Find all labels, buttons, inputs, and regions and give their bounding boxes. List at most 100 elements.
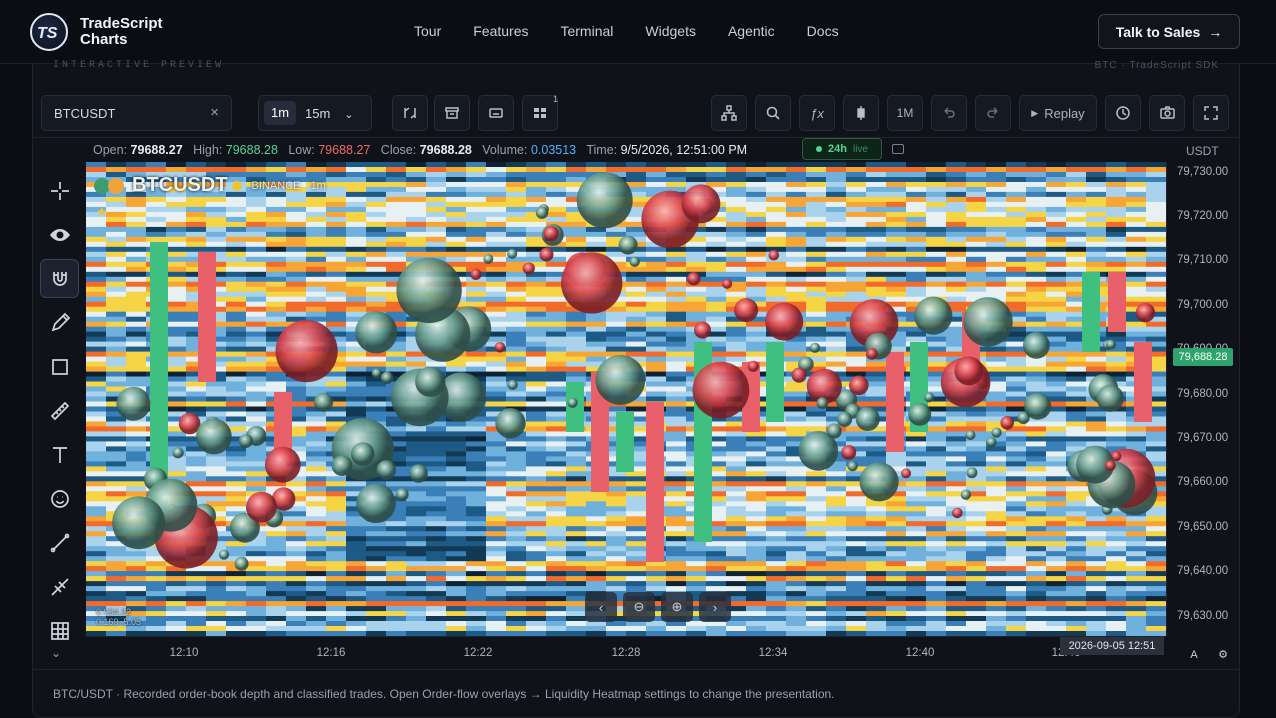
candle-type-button[interactable] bbox=[843, 95, 879, 131]
indicators-button[interactable] bbox=[522, 95, 558, 131]
live-badge[interactable]: 24h live bbox=[802, 138, 882, 160]
heatmap-cell bbox=[986, 531, 1007, 537]
pencil-tool[interactable] bbox=[40, 303, 79, 342]
heatmap-cell bbox=[386, 576, 407, 582]
trendline-tool[interactable] bbox=[40, 523, 79, 562]
undo-button[interactable] bbox=[931, 95, 967, 131]
heatmap-cell bbox=[586, 336, 607, 342]
heatmap-cell bbox=[886, 291, 907, 298]
timeframe-select[interactable]: 15m ⌄ bbox=[305, 106, 354, 121]
tradescript-logo-icon[interactable]: TS bbox=[30, 13, 68, 51]
keyboard-small-icon[interactable] bbox=[892, 144, 904, 154]
nav-link-widgets[interactable]: Widgets bbox=[645, 23, 696, 39]
heatmap-cell bbox=[386, 521, 407, 527]
heatmap-cell bbox=[786, 506, 807, 512]
interval-button[interactable]: 1M bbox=[887, 95, 923, 131]
nav-link-terminal[interactable]: Terminal bbox=[560, 23, 614, 39]
heatmap-cell bbox=[746, 511, 767, 517]
heatmap-cell bbox=[546, 556, 567, 562]
nav-link-agentic[interactable]: Agentic bbox=[727, 23, 775, 39]
heatmap-cell bbox=[746, 216, 767, 223]
nav-link-features[interactable]: Features bbox=[473, 23, 529, 39]
heatmap-cell bbox=[246, 371, 267, 377]
heatmap-cell bbox=[126, 426, 147, 432]
heatmap-cell bbox=[1006, 576, 1027, 582]
keyboard-button[interactable] bbox=[478, 95, 514, 131]
function-button[interactable]: ƒx bbox=[799, 95, 835, 131]
rectangle-tool[interactable] bbox=[40, 347, 79, 386]
heatmap-cell bbox=[646, 346, 667, 352]
visibility-tool[interactable] bbox=[40, 215, 79, 254]
nav-link-tour[interactable]: Tour bbox=[414, 23, 442, 39]
heatmap-cell bbox=[866, 611, 887, 617]
heatmap-cell bbox=[386, 626, 407, 632]
heatmap-cell bbox=[726, 626, 747, 632]
heatmap-cell bbox=[1046, 546, 1067, 552]
heatmap-cell bbox=[466, 256, 487, 263]
heatmap-cell bbox=[1026, 296, 1047, 303]
heatmap-cell bbox=[706, 561, 727, 567]
ruler-tool[interactable] bbox=[40, 391, 79, 430]
heatmap-cell bbox=[986, 581, 1007, 587]
heatmap-cell bbox=[926, 536, 947, 542]
talk-to-sales-button[interactable]: Talk to Sales → bbox=[1098, 14, 1240, 49]
brand-name[interactable]: TradeScript Charts bbox=[80, 15, 163, 48]
text-tool[interactable] bbox=[40, 435, 79, 474]
heatmap-cell bbox=[166, 601, 187, 607]
replay-button[interactable]: ▶ Replay bbox=[1019, 95, 1097, 131]
emoji-tool[interactable] bbox=[40, 479, 79, 518]
heatmap-cell bbox=[186, 631, 207, 636]
heatmap-cell bbox=[466, 426, 487, 432]
heatmap-cell bbox=[1066, 396, 1087, 402]
heatmap-cell bbox=[506, 576, 527, 582]
heatmap-cell bbox=[186, 451, 207, 457]
heatmap-cell bbox=[486, 476, 507, 482]
heatmap-cell bbox=[826, 471, 847, 477]
heatmap-cell bbox=[386, 306, 407, 313]
heatmap-cell bbox=[466, 226, 487, 233]
heatmap-cell bbox=[126, 216, 147, 223]
compare-button[interactable] bbox=[392, 95, 428, 131]
heatmap-cell bbox=[906, 506, 927, 512]
heatmap-cell bbox=[286, 167, 307, 173]
heatmap-cell bbox=[726, 446, 747, 452]
chevron-down-icon[interactable]: ⌄ bbox=[51, 646, 62, 660]
clock-button[interactable] bbox=[1105, 95, 1141, 131]
timeframe-1m-button[interactable]: 1m bbox=[264, 101, 296, 125]
heatmap-cell bbox=[1066, 206, 1087, 213]
heatmap-cell bbox=[86, 206, 107, 213]
heatmap-cell bbox=[506, 436, 527, 442]
redo-button[interactable] bbox=[975, 95, 1011, 131]
search-icon bbox=[766, 106, 780, 120]
heatmap-cell bbox=[1006, 406, 1027, 412]
heatmap-cell bbox=[306, 501, 327, 507]
archive-button[interactable] bbox=[434, 95, 470, 131]
chart-area[interactable]: BTCUSDT BINANCE 1m ★ 0.034.32 0.169–5.05… bbox=[86, 162, 1166, 636]
symbol-input[interactable]: BTCUSDT × bbox=[41, 95, 232, 131]
heatmap-cell bbox=[86, 516, 107, 522]
heatmap-cell bbox=[306, 386, 327, 392]
heatmap-cell bbox=[566, 216, 587, 223]
heatmap-cell bbox=[526, 246, 547, 253]
clear-symbol-icon[interactable]: × bbox=[210, 104, 219, 121]
heatmap-cell bbox=[306, 291, 327, 298]
screenshot-button[interactable] bbox=[1149, 95, 1185, 131]
heatmap-cell bbox=[926, 461, 947, 467]
heatmap-cell bbox=[786, 416, 807, 422]
search-button[interactable] bbox=[755, 95, 791, 131]
nav-link-docs[interactable]: Docs bbox=[806, 23, 839, 39]
layout-button[interactable] bbox=[711, 95, 747, 131]
heatmap-cell bbox=[506, 446, 527, 452]
heatmap-cell bbox=[806, 546, 827, 552]
grid-tool[interactable] bbox=[40, 611, 79, 650]
heatmap-cell bbox=[886, 271, 907, 278]
magnet-tool[interactable] bbox=[40, 259, 79, 298]
heatmap-cell bbox=[946, 481, 967, 487]
crosshair-tool[interactable] bbox=[40, 171, 79, 210]
fib-tool[interactable] bbox=[40, 567, 79, 606]
fullscreen-button[interactable] bbox=[1193, 95, 1229, 131]
heatmap-cell bbox=[1006, 516, 1027, 522]
heatmap-cell bbox=[1046, 366, 1067, 372]
heatmap-cell bbox=[246, 356, 267, 362]
heatmap-cell bbox=[606, 536, 627, 542]
